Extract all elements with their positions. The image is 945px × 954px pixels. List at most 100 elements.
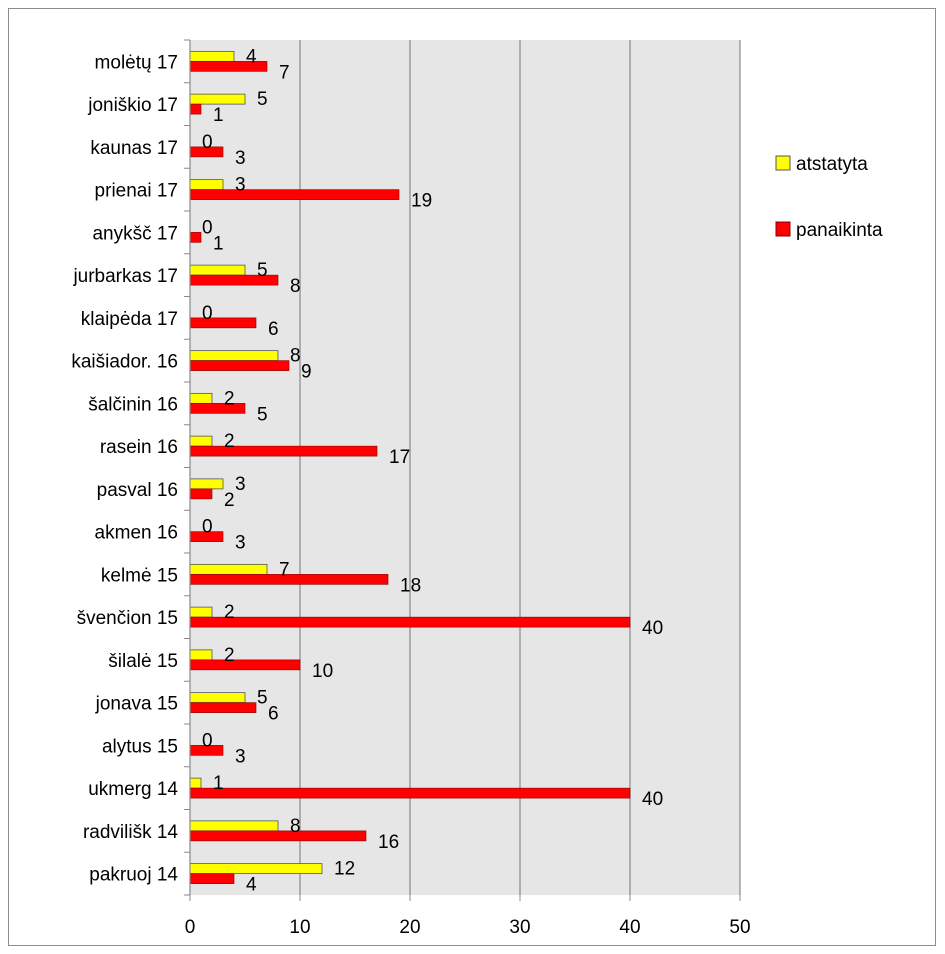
data-label-atstatyta-ukmerg-14: 1 [213, 773, 224, 794]
category-label-kaunas-17: kaunas 17 [90, 138, 178, 159]
data-label-atstatyta-anykšč-17: 0 [202, 217, 213, 238]
data-label-panaikinta-klaipėda-17: 6 [268, 319, 279, 340]
data-label-atstatyta-kaunas-17: 0 [202, 132, 213, 153]
data-label-panaikinta-pakruoj-14: 4 [246, 875, 257, 896]
x-tick-label-30: 30 [509, 917, 530, 938]
data-label-panaikinta-ukmerg-14: 40 [642, 789, 663, 810]
bar-panaikinta-ukmerg-14 [189, 787, 631, 799]
bar-atstatyta-švenčion-15 [189, 606, 213, 618]
data-label-atstatyta-kelmė-15: 7 [279, 559, 290, 580]
category-label-šalčinin-16: šalčinin 16 [88, 394, 178, 415]
plot-area [190, 40, 740, 895]
category-label-šilalė-15: šilalė 15 [108, 651, 178, 672]
x-tick-label-10: 10 [289, 917, 310, 938]
bar-atstatyta-jurbarkas-17 [189, 264, 246, 276]
data-label-panaikinta-prienai-17: 19 [411, 191, 432, 212]
legend-label-panaikinta: panaikinta [796, 220, 883, 241]
data-label-atstatyta-jonava-15: 5 [257, 688, 268, 709]
data-label-panaikinta-jurbarkas-17: 8 [290, 276, 301, 297]
bar-atstatyta-kaišiador-16 [189, 350, 279, 362]
data-label-atstatyta-klaipėda-17: 0 [202, 303, 213, 324]
data-label-panaikinta-anykšč-17: 1 [213, 233, 224, 254]
data-label-panaikinta-kaišiador-16: 9 [301, 362, 312, 383]
category-label-pasval-16: pasval 16 [97, 480, 178, 501]
data-label-atstatyta-rasein-16: 2 [224, 431, 235, 452]
data-label-atstatyta-alytus-15: 0 [202, 730, 213, 751]
bar-panaikinta-jonava-15 [189, 702, 257, 713]
bar-panaikinta-švenčion-15 [189, 616, 631, 628]
bar-atstatyta-ukmerg-14 [189, 777, 202, 789]
data-label-panaikinta-akmen-16: 3 [235, 533, 246, 554]
data-label-panaikinta-rasein-16: 17 [389, 447, 410, 468]
legend-swatch-panaikinta [775, 221, 791, 237]
legend-label-atstatyta: atstatyta [796, 154, 868, 175]
bar-atstatyta-kelmė-15 [189, 563, 268, 575]
bar-atstatyta-pakruoj-14 [189, 863, 323, 875]
data-label-panaikinta-kaunas-17: 3 [235, 148, 246, 169]
bar-atstatyta-prienai-17 [189, 179, 224, 191]
data-label-atstatyta-joniškio-17: 5 [257, 89, 268, 110]
category-label-prienai-17: prienai 17 [95, 181, 178, 202]
gridlines [299, 40, 741, 895]
data-label-panaikinta-šalčinin-16: 5 [257, 404, 268, 425]
data-label-atstatyta-švenčion-15: 2 [224, 602, 235, 623]
x-tick-label-0: 0 [185, 917, 196, 938]
category-label-jurbarkas-17: jurbarkas 17 [72, 266, 178, 287]
bar-panaikinta-šilalė-15 [189, 659, 301, 671]
data-labels: 1248161400356210240718033221725890658013… [202, 46, 663, 895]
legend-swatch-atstatyta [775, 155, 791, 171]
bar-panaikinta-pakruoj-14 [189, 873, 235, 884]
data-label-panaikinta-pasval-16: 2 [224, 490, 235, 511]
bar-panaikinta-radvilišk-14 [189, 830, 367, 842]
bar-panaikinta-joniškio-17 [189, 103, 202, 115]
data-label-panaikinta-jonava-15: 6 [268, 704, 279, 725]
category-label-ukmerg-14: ukmerg 14 [88, 779, 178, 800]
data-label-panaikinta-šilalė-15: 10 [312, 661, 333, 682]
bar-panaikinta-kaišiador-16 [189, 360, 290, 371]
data-label-atstatyta-molėtų-17: 4 [246, 46, 257, 67]
data-label-atstatyta-akmen-16: 0 [202, 517, 213, 538]
data-label-atstatyta-pakruoj-14: 12 [334, 859, 355, 880]
data-label-panaikinta-radvilišk-14: 16 [378, 832, 399, 853]
data-label-panaikinta-molėtų-17: 7 [279, 62, 290, 83]
data-label-atstatyta-kaišiador-16: 8 [290, 346, 301, 367]
bar-panaikinta-šalčinin-16 [189, 403, 246, 414]
x-tick-label-40: 40 [619, 917, 640, 938]
bar-atstatyta-molėtų-17 [189, 50, 235, 62]
bar-atstatyta-rasein-16 [189, 435, 213, 447]
data-label-atstatyta-prienai-17: 3 [235, 175, 246, 196]
category-label-kaišiador-16: kaišiador. 16 [71, 352, 178, 373]
bar-atstatyta-jonava-15 [189, 692, 246, 704]
category-label-joniškio-17: joniškio 17 [87, 95, 178, 116]
data-label-panaikinta-švenčion-15: 40 [642, 618, 663, 639]
data-label-panaikinta-joniškio-17: 1 [213, 105, 224, 126]
category-label-anykšč-17: anykšč 17 [92, 223, 178, 244]
category-label-alytus-15: alytus 15 [102, 736, 178, 757]
bar-atstatyta-šalčinin-16 [189, 392, 213, 404]
data-label-atstatyta-šilalė-15: 2 [224, 645, 235, 666]
category-label-klaipėda-17: klaipėda 17 [81, 309, 178, 330]
data-label-atstatyta-jurbarkas-17: 5 [257, 260, 268, 281]
bar-panaikinta-anykšč-17 [189, 232, 202, 243]
category-label-pakruoj-14: pakruoj 14 [89, 865, 178, 886]
bar-atstatyta-joniškio-17 [189, 93, 246, 105]
legend: atstatyta panaikinta [775, 154, 883, 241]
chart-frame [8, 8, 936, 946]
category-label-akmen-16: akmen 16 [95, 523, 178, 544]
bars [189, 50, 631, 884]
data-label-panaikinta-kelmė-15: 18 [400, 575, 421, 596]
x-tick-label-50: 50 [729, 917, 750, 938]
bar-panaikinta-pasval-16 [189, 488, 213, 500]
data-label-atstatyta-radvilišk-14: 8 [290, 816, 301, 837]
bar-panaikinta-klaipėda-17 [189, 317, 257, 329]
category-label-molėtų-17: molėtų 17 [95, 52, 178, 73]
bar-panaikinta-prienai-17 [189, 189, 400, 200]
data-label-panaikinta-alytus-15: 3 [235, 746, 246, 767]
x-tick-label-20: 20 [399, 917, 420, 938]
data-label-atstatyta-šalčinin-16: 2 [224, 388, 235, 409]
bar-panaikinta-rasein-16 [189, 445, 378, 457]
bar-atstatyta-šilalė-15 [189, 649, 213, 661]
category-label-kelmė-15: kelmė 15 [101, 565, 178, 586]
bar-atstatyta-pasval-16 [189, 478, 224, 490]
